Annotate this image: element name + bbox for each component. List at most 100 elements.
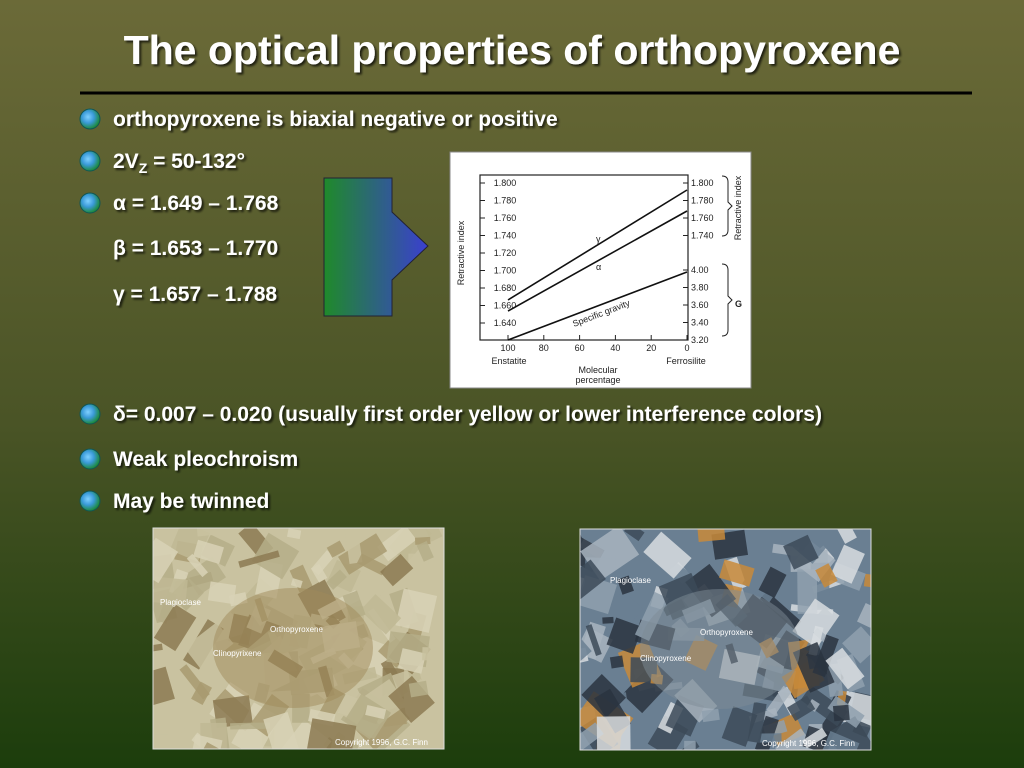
grain xyxy=(395,588,438,633)
grain xyxy=(153,666,175,711)
grain xyxy=(792,641,835,693)
bullet-text: δ= 0.007 – 0.020 (usually first order ye… xyxy=(113,403,822,426)
tick-label: 80 xyxy=(539,343,549,353)
grain xyxy=(360,594,402,635)
photo-label: Clinopyroxene xyxy=(640,654,692,663)
photo-label: Orthopyroxene xyxy=(270,625,323,634)
grain xyxy=(580,559,606,600)
grain xyxy=(758,566,787,599)
grain xyxy=(377,528,417,562)
grain xyxy=(397,648,427,674)
bullet-text: May be twinned xyxy=(113,490,269,513)
grain xyxy=(801,727,828,749)
grain xyxy=(581,674,626,719)
photo-label: Clinopyrixene xyxy=(213,649,262,658)
tick-label: 3.20 xyxy=(691,335,709,345)
grain xyxy=(825,647,865,690)
grain xyxy=(310,563,328,583)
axis-label: percentage xyxy=(575,375,620,385)
grain xyxy=(193,539,224,564)
grain xyxy=(344,693,392,740)
tick-label: 1.740 xyxy=(494,231,517,241)
tick-label: 1.780 xyxy=(691,196,714,206)
photo xyxy=(153,528,444,749)
axis-label: Retractive index xyxy=(733,175,743,240)
axis-label: Retractive index xyxy=(456,220,466,285)
grain xyxy=(719,559,755,587)
tick-label: 1.680 xyxy=(494,283,517,293)
bullet-text: β = 1.653 – 1.770 xyxy=(113,237,278,260)
photo-frame xyxy=(152,527,445,750)
bullet-dot xyxy=(79,192,101,214)
grain xyxy=(747,702,767,744)
bullet-dot xyxy=(79,490,101,512)
grain xyxy=(634,591,669,642)
grain xyxy=(195,528,212,537)
tick-label: 1.740 xyxy=(691,231,714,241)
axis-label: G xyxy=(735,299,742,309)
bullet-text: γ = 1.657 – 1.788 xyxy=(113,283,277,306)
grain xyxy=(408,553,429,588)
grain xyxy=(832,704,850,722)
tick-label: 1.760 xyxy=(494,213,517,223)
photo-copyright: Copyright 1996, G.C. Finn xyxy=(762,739,855,748)
text-part: Z xyxy=(139,160,148,176)
bullet-text: Weak pleochroism xyxy=(113,448,298,471)
bullet-dot xyxy=(79,403,101,425)
grain xyxy=(606,617,643,654)
tick-label: 100 xyxy=(500,343,515,353)
grain xyxy=(830,544,865,584)
grain xyxy=(609,655,624,669)
text-part: 2V xyxy=(113,150,139,173)
bullet-dot xyxy=(79,108,101,130)
grain xyxy=(355,565,391,601)
tick-label: 1.640 xyxy=(494,318,517,328)
grain xyxy=(643,531,692,579)
grain xyxy=(356,553,387,576)
curve-label: α xyxy=(596,262,601,272)
grain xyxy=(289,564,313,593)
grain xyxy=(230,722,271,730)
title: The optical properties of orthopyroxene xyxy=(124,27,901,73)
tick-label: 1.760 xyxy=(691,213,714,223)
photo-label: Plagioclase xyxy=(610,576,651,585)
photo-label: Plagioclase xyxy=(160,598,201,607)
grain xyxy=(326,540,346,558)
brace xyxy=(721,263,733,337)
brace xyxy=(721,175,733,237)
tick-label: 3.60 xyxy=(691,300,709,310)
grain xyxy=(594,590,644,641)
photo-frame xyxy=(579,528,872,751)
photo xyxy=(580,529,871,750)
tick-label: 40 xyxy=(610,343,620,353)
curve-label: γ xyxy=(596,234,601,244)
grain xyxy=(290,578,303,589)
bullet-dot xyxy=(79,150,101,172)
grain xyxy=(207,581,237,605)
grain xyxy=(792,598,840,649)
bullet-text: α = 1.649 – 1.768 xyxy=(113,192,279,215)
grain xyxy=(408,680,429,698)
bullet-dot xyxy=(79,448,101,470)
grain xyxy=(179,664,210,700)
grain xyxy=(342,590,366,620)
curve xyxy=(507,210,688,312)
grain xyxy=(830,529,857,544)
tick-label: 1.660 xyxy=(494,301,517,311)
bullet-text: orthopyroxene is biaxial negative or pos… xyxy=(113,108,558,131)
grain xyxy=(696,529,726,542)
grain xyxy=(602,616,614,624)
grain xyxy=(422,647,443,661)
grain xyxy=(842,626,871,664)
figure-frame xyxy=(449,151,752,389)
tick-label: 1.780 xyxy=(494,196,517,206)
grain xyxy=(263,711,302,749)
plot-frame xyxy=(479,174,689,341)
grain xyxy=(344,528,363,565)
grain xyxy=(684,740,696,750)
bullet-text: 2VZ = 50-132° xyxy=(113,150,245,176)
grain xyxy=(857,603,871,628)
tick-label: 1.800 xyxy=(494,178,517,188)
